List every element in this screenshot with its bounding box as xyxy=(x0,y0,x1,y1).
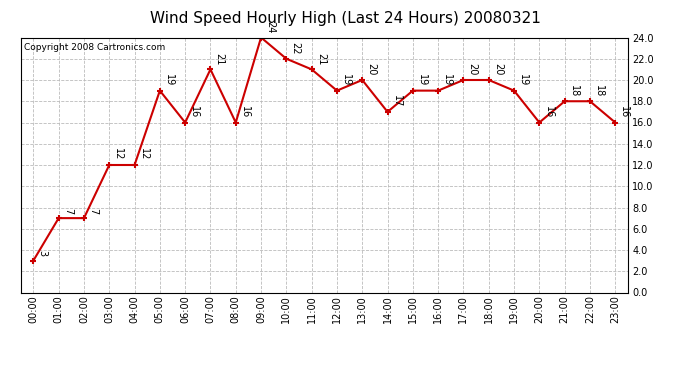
Text: 21: 21 xyxy=(316,53,326,65)
Text: 24: 24 xyxy=(265,21,275,33)
Text: 12: 12 xyxy=(113,148,124,161)
Text: 16: 16 xyxy=(620,106,629,118)
Text: 7: 7 xyxy=(88,208,98,214)
Text: 22: 22 xyxy=(290,42,301,55)
Text: 3: 3 xyxy=(37,251,48,257)
Text: 16: 16 xyxy=(240,106,250,118)
Text: 20: 20 xyxy=(493,63,503,76)
Text: 20: 20 xyxy=(366,63,377,76)
Text: 18: 18 xyxy=(594,85,604,97)
Text: Wind Speed Hourly High (Last 24 Hours) 20080321: Wind Speed Hourly High (Last 24 Hours) 2… xyxy=(150,11,540,26)
Text: 19: 19 xyxy=(417,74,427,87)
Text: Copyright 2008 Cartronics.com: Copyright 2008 Cartronics.com xyxy=(23,43,165,52)
Text: 7: 7 xyxy=(63,208,73,214)
Text: 17: 17 xyxy=(392,95,402,108)
Text: 21: 21 xyxy=(215,53,225,65)
Text: 19: 19 xyxy=(442,74,453,87)
Text: 19: 19 xyxy=(518,74,529,87)
Text: 16: 16 xyxy=(544,106,553,118)
Text: 20: 20 xyxy=(468,63,477,76)
Text: 19: 19 xyxy=(164,74,174,87)
Text: 18: 18 xyxy=(569,85,579,97)
Text: 12: 12 xyxy=(139,148,149,161)
Text: 19: 19 xyxy=(341,74,351,87)
Text: 16: 16 xyxy=(189,106,199,118)
